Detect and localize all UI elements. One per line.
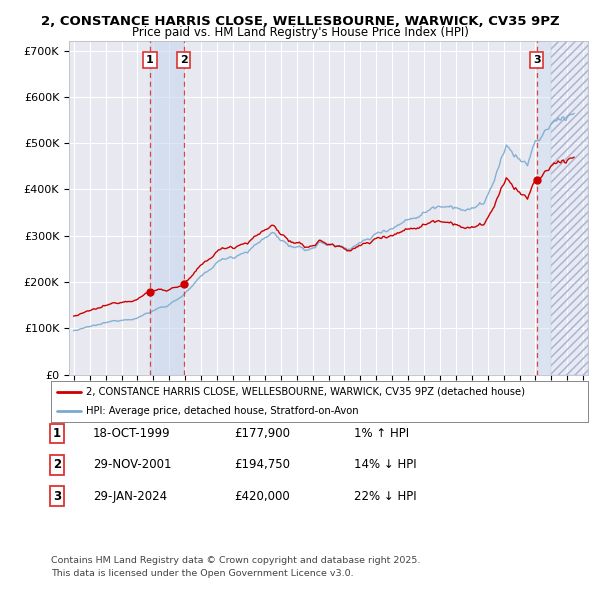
Text: 22% ↓ HPI: 22% ↓ HPI: [354, 490, 416, 503]
Text: 2, CONSTANCE HARRIS CLOSE, WELLESBOURNE, WARWICK, CV35 9PZ: 2, CONSTANCE HARRIS CLOSE, WELLESBOURNE,…: [41, 15, 559, 28]
Text: 2: 2: [53, 458, 61, 471]
Text: 1: 1: [53, 427, 61, 440]
Text: 1% ↑ HPI: 1% ↑ HPI: [354, 427, 409, 440]
Text: Price paid vs. HM Land Registry's House Price Index (HPI): Price paid vs. HM Land Registry's House …: [131, 26, 469, 39]
Bar: [150, 41, 184, 375]
Text: 18-OCT-1999: 18-OCT-1999: [93, 427, 170, 440]
Text: This data is licensed under the Open Government Licence v3.0.: This data is licensed under the Open Gov…: [51, 569, 353, 578]
Bar: [537, 41, 551, 375]
Bar: [551, 41, 588, 375]
Text: HPI: Average price, detached house, Stratford-on-Avon: HPI: Average price, detached house, Stra…: [86, 406, 359, 416]
Text: £194,750: £194,750: [234, 458, 290, 471]
Text: £420,000: £420,000: [234, 490, 290, 503]
Text: Contains HM Land Registry data © Crown copyright and database right 2025.: Contains HM Land Registry data © Crown c…: [51, 556, 421, 565]
Text: 3: 3: [53, 490, 61, 503]
Bar: [551, 41, 588, 375]
Text: 2: 2: [180, 55, 188, 65]
Text: 29-NOV-2001: 29-NOV-2001: [93, 458, 172, 471]
Bar: [551, 41, 588, 375]
Text: 2, CONSTANCE HARRIS CLOSE, WELLESBOURNE, WARWICK, CV35 9PZ (detached house): 2, CONSTANCE HARRIS CLOSE, WELLESBOURNE,…: [86, 386, 525, 396]
Text: 29-JAN-2024: 29-JAN-2024: [93, 490, 167, 503]
Text: 3: 3: [533, 55, 541, 65]
Text: £177,900: £177,900: [234, 427, 290, 440]
Bar: [551, 41, 588, 375]
Text: 14% ↓ HPI: 14% ↓ HPI: [354, 458, 416, 471]
Text: 1: 1: [146, 55, 154, 65]
